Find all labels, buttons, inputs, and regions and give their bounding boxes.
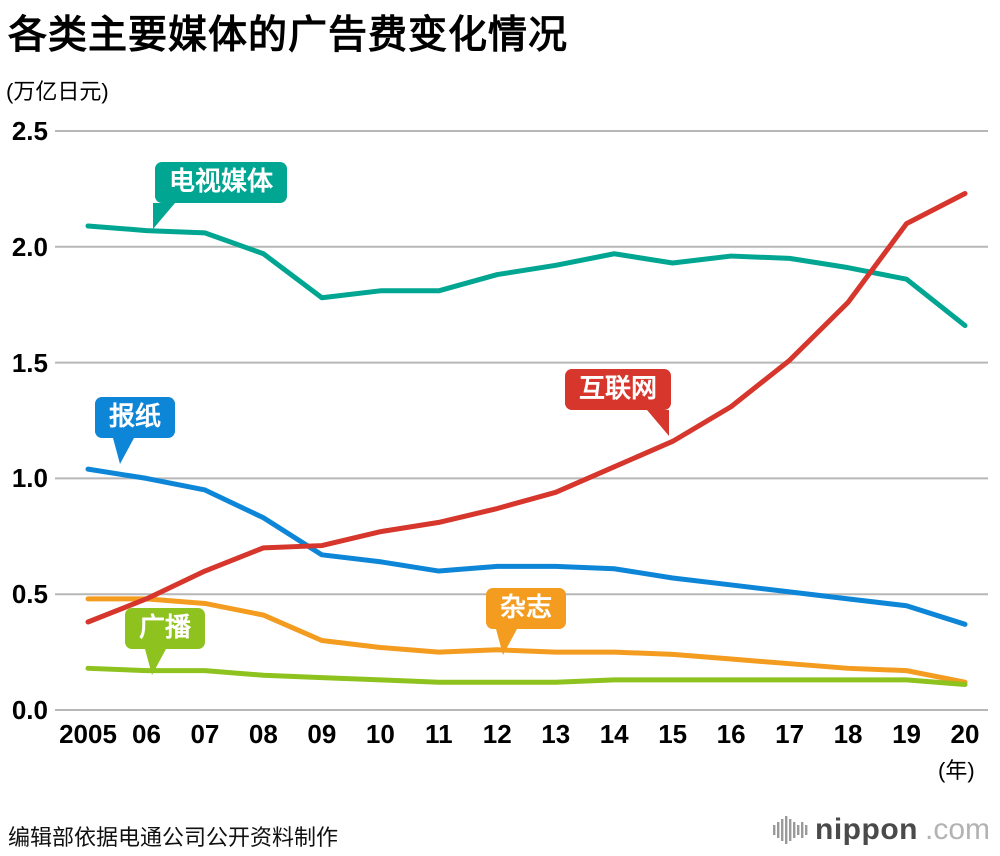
series-line-4 (85, 665, 968, 688)
x-tick-label: 19 (892, 719, 921, 749)
y-tick-label: 1.5 (11, 347, 48, 378)
x-tick-label: 08 (248, 719, 278, 749)
callout-newspaper-label: 报纸 (109, 401, 162, 431)
x-tick-label: 13 (541, 719, 571, 749)
x-tick-label: 09 (307, 719, 337, 749)
x-tick-label: 2005 (59, 719, 117, 749)
callout-internet: 互联网 (565, 369, 672, 436)
logo-suffix: .com (924, 813, 990, 846)
callout-magazine: 杂志 (486, 588, 567, 655)
series-line-2 (85, 191, 968, 625)
logo-text: nippon (815, 813, 918, 846)
x-tick-label: 16 (716, 719, 746, 749)
x-tick-label: 11 (425, 719, 453, 749)
x-tick-label: 14 (599, 719, 629, 749)
y-tick-label: 1.0 (11, 463, 48, 494)
y-tick-label: 2.0 (11, 231, 48, 262)
nippon-logo: nippon .com (772, 813, 990, 847)
x-tick-label: 10 (365, 719, 395, 749)
series-line-0 (85, 223, 968, 329)
x-tick-label: 06 (131, 719, 161, 749)
x-tick-label: 17 (775, 719, 805, 749)
callout-newspaper: 报纸 (95, 397, 176, 464)
chart-title: 各类主要媒体的广告费变化情况 (8, 14, 569, 57)
y-tick-label: 0.0 (11, 695, 48, 725)
y-tick-label: 2.5 (11, 116, 48, 146)
x-tick-label: 07 (190, 719, 220, 749)
callout-tail-icon (153, 203, 175, 229)
callout-radio: 广播 (125, 608, 206, 675)
series-line-1 (85, 466, 968, 627)
soundwave-icon (773, 816, 808, 844)
callout-tv-media-label: 电视媒体 (169, 166, 274, 196)
callout-internet-label: 互联网 (579, 373, 658, 403)
x-tick-label: 12 (482, 719, 512, 749)
callout-radio-label: 广播 (139, 612, 192, 642)
x-tick-label: 20 (950, 719, 980, 749)
callout-tail-icon (145, 649, 166, 675)
y-tick-label: 0.5 (11, 579, 48, 610)
source-credit: 编辑部依据电通公司公开资料制作 (8, 825, 339, 850)
callout-tv-media: 电视媒体 (153, 162, 288, 229)
callout-magazine-label: 杂志 (500, 592, 553, 622)
x-tick-label: 18 (833, 719, 863, 749)
series-line-3 (85, 596, 968, 685)
x-tick-label: 15 (658, 719, 688, 749)
x-axis-unit-label: (年) (938, 758, 975, 783)
callout-tail-icon (496, 629, 517, 655)
y-axis-unit-label: (万亿日元) (6, 79, 109, 104)
callout-tail-icon (113, 438, 134, 464)
callout-tail-icon (647, 410, 670, 436)
